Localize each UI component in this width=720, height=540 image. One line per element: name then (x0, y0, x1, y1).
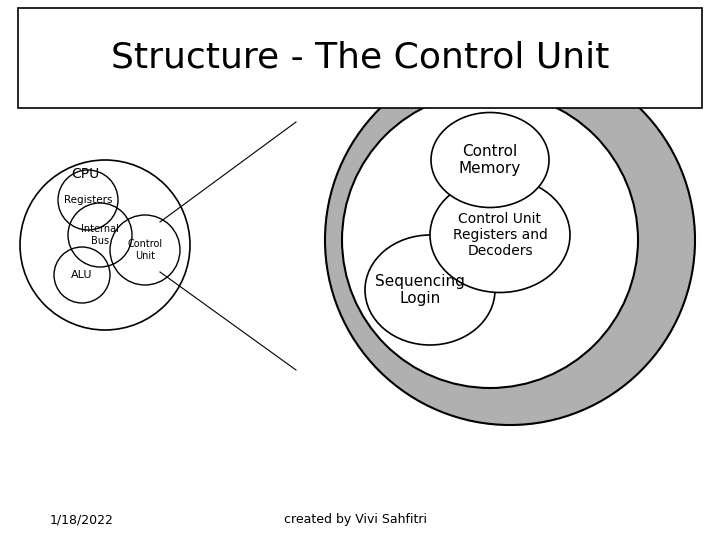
Circle shape (342, 92, 638, 388)
Text: Structure - The Control Unit: Structure - The Control Unit (111, 41, 609, 75)
Text: Registers: Registers (64, 195, 112, 205)
Text: 1/18/2022: 1/18/2022 (50, 514, 114, 526)
Ellipse shape (430, 178, 570, 293)
Ellipse shape (365, 235, 495, 345)
Text: Sequencing
Login: Sequencing Login (375, 274, 465, 306)
Text: Control
Unit: Control Unit (127, 239, 163, 261)
Text: created by Vivi Sahfitri: created by Vivi Sahfitri (284, 514, 426, 526)
Ellipse shape (431, 112, 549, 207)
Bar (18, 8, 702, 108)
Text: CPU: CPU (71, 167, 99, 181)
Text: Control
Memory: Control Memory (459, 144, 521, 176)
Text: Control Unit: Control Unit (473, 80, 607, 99)
Text: Control Unit
Registers and
Decoders: Control Unit Registers and Decoders (453, 212, 547, 258)
Text: Internal
Bus: Internal Bus (81, 224, 119, 246)
Text: ALU: ALU (71, 270, 93, 280)
Circle shape (325, 55, 695, 425)
